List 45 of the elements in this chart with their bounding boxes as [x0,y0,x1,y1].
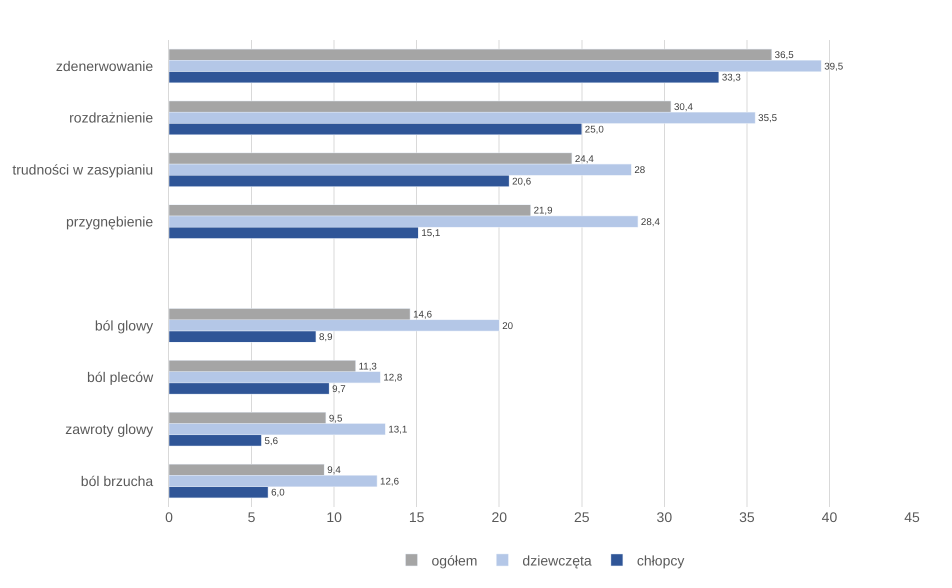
data-label: 9,4 [327,465,342,476]
x-tick-label: 25 [574,509,590,525]
legend-label: chłopcy [636,552,684,568]
data-label: 25,0 [584,124,604,136]
x-tick-label: 10 [326,509,342,525]
data-label: 8,9 [318,332,332,343]
x-tick-label: 40 [822,509,838,525]
x-tick-label: 30 [656,509,672,525]
data-label: 9,5 [328,413,343,424]
x-tick-label: 45 [904,509,920,525]
data-label: 12,6 [380,476,400,488]
y-tick-label: przygnębienie [66,214,154,230]
y-tick-label: ból glowy [94,317,154,334]
data-label: 20 [502,320,514,332]
data-label: 28,4 [640,216,660,228]
data-label: 20,6 [512,176,532,188]
y-tick-label: trudności w zasypianiu [12,162,154,178]
x-tick-label: 20 [491,509,508,525]
data-label: 9,7 [332,384,346,395]
data-label: 33,3 [722,72,741,84]
y-tick-label: ból pleców [87,369,154,386]
x-tick-label: 15 [408,509,425,525]
data-label: 24,4 [574,154,594,165]
data-label: 14,6 [413,310,432,321]
y-tick-label: rozdrażnienie [69,110,154,126]
y-tick-label: zawroty glowy [65,421,154,438]
legend-label: ogółem [432,552,478,568]
x-tick-label: 35 [739,509,755,525]
data-label: 35,5 [758,113,778,124]
data-label: 36,5 [774,50,794,62]
legend-label: dziewczęta [522,552,592,568]
y-tick-label: zdenerwowanie [56,58,154,74]
data-label: 21,9 [534,206,553,217]
data-label: 12,8 [383,372,402,384]
data-label: 28 [634,165,646,176]
data-label: 13,1 [388,424,408,436]
data-label: 39,5 [824,61,844,72]
data-label: 30,4 [674,102,694,113]
data-label: 6,0 [271,488,286,499]
x-tick-label: 0 [165,509,174,525]
x-tick-label: 5 [248,509,256,525]
data-label: 15,1 [421,228,440,240]
data-label: 11,3 [358,361,377,372]
y-tick-label: ból brzucha [80,472,154,489]
data-label: 5,6 [264,436,278,447]
